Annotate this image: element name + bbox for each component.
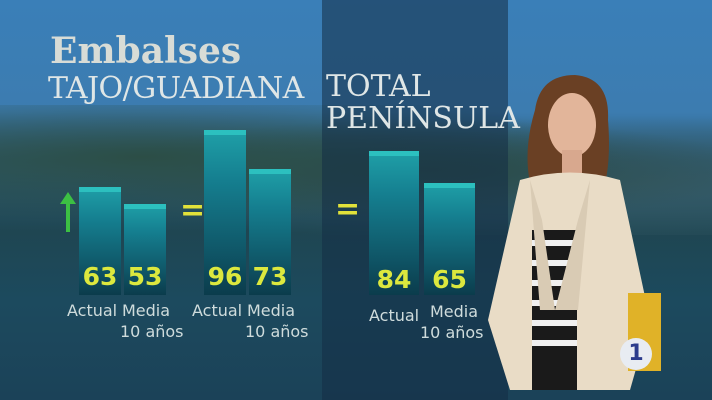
bar-value-label: 84 [376, 265, 412, 294]
category-label-media: Media [430, 302, 479, 321]
bar-value-label: 96 [207, 262, 243, 291]
category-label-actual: Actual [369, 306, 420, 325]
category-label-10-anos: 10 años [245, 322, 309, 341]
presenter [488, 75, 650, 390]
bar-media [124, 203, 166, 295]
equal-icon: = [180, 193, 206, 228]
category-label-10-anos: 10 años [420, 323, 484, 342]
category-label-media: Media [122, 301, 171, 320]
bar-media [249, 169, 291, 295]
bar-actual [369, 150, 419, 295]
group-title-total-peninsula: TOTAL PENÍNSULA [326, 69, 520, 136]
bar-media [424, 183, 475, 295]
channel-logo: 1 [620, 338, 652, 370]
chart-title: Embalses [50, 30, 242, 72]
category-label-10-anos: 10 años [120, 322, 184, 341]
equal-icon: = [335, 192, 361, 227]
bar-value-label: 65 [432, 265, 467, 294]
category-label-actual: Actual [192, 301, 243, 320]
bar-value-label: 73 [252, 262, 288, 291]
bar-value-label: 53 [127, 262, 163, 291]
up-arrow-icon [60, 192, 76, 232]
bar-actual [79, 186, 121, 295]
bar-actual [204, 129, 246, 295]
category-label-media: Media [247, 301, 296, 320]
bar-value-label: 63 [82, 262, 118, 291]
category-label-actual: Actual [67, 301, 118, 320]
group-title-tajo-guadiana: TAJO/GUADIANA [48, 71, 304, 106]
